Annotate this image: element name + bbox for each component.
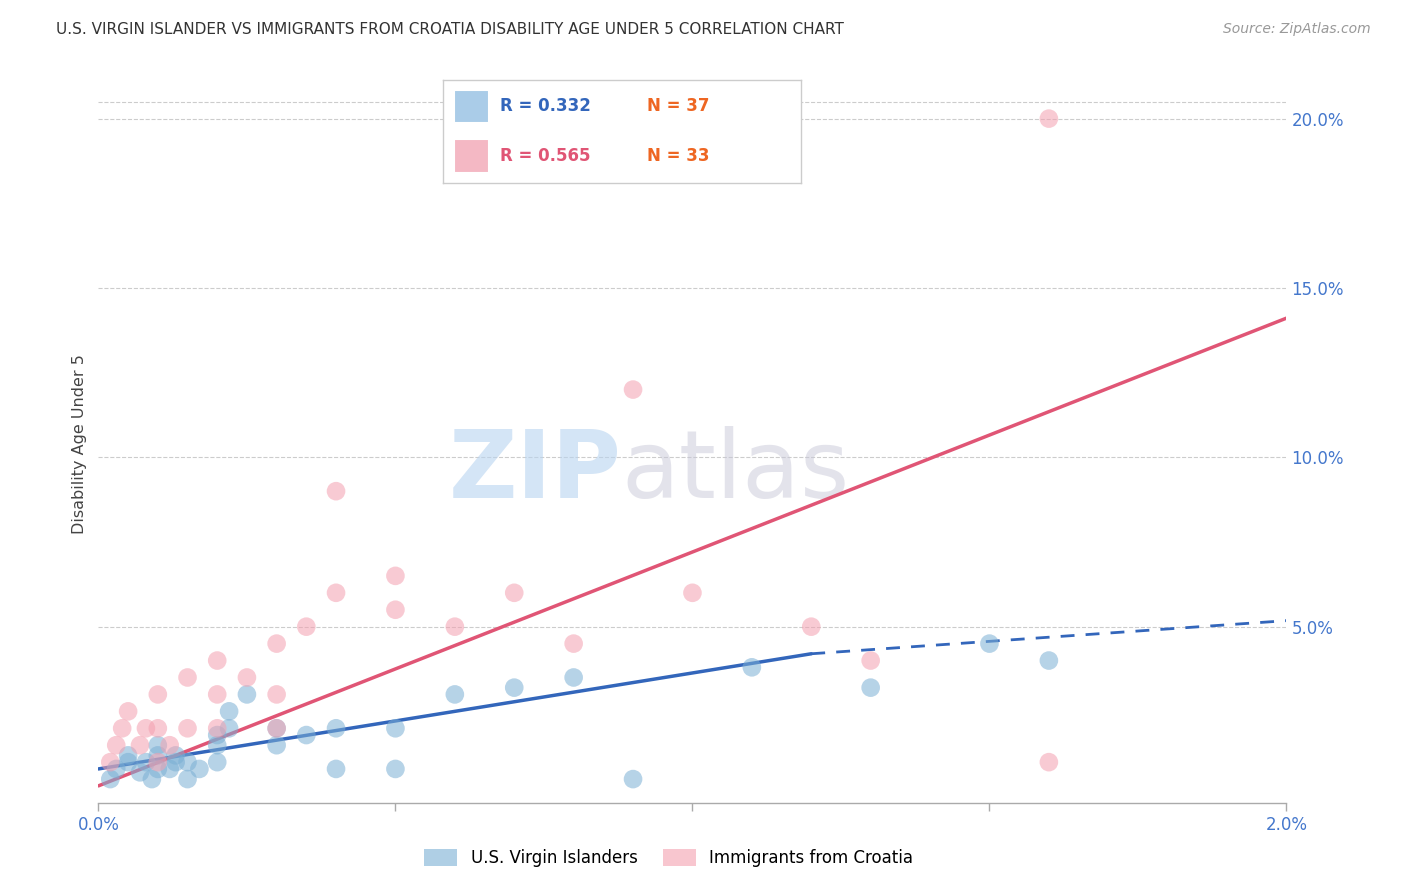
Point xyxy=(146,738,169,752)
Point xyxy=(1038,654,1060,668)
Point xyxy=(146,762,169,776)
Point xyxy=(621,772,644,786)
Text: atlas: atlas xyxy=(621,426,849,518)
Text: ZIP: ZIP xyxy=(449,426,621,518)
Point xyxy=(207,728,229,742)
Point xyxy=(207,721,229,735)
Point xyxy=(207,738,229,752)
Point xyxy=(295,620,318,634)
Point xyxy=(800,620,823,634)
Point xyxy=(207,687,229,701)
Text: Source: ZipAtlas.com: Source: ZipAtlas.com xyxy=(1223,22,1371,37)
Point xyxy=(135,721,157,735)
Point xyxy=(236,687,259,701)
Point xyxy=(218,704,240,718)
Point xyxy=(135,755,157,769)
Point xyxy=(159,738,181,752)
Point xyxy=(176,755,198,769)
Point xyxy=(384,603,406,617)
Point xyxy=(621,383,644,397)
Point xyxy=(207,755,229,769)
Point xyxy=(176,721,198,735)
Point xyxy=(207,654,229,668)
Point xyxy=(1038,112,1060,126)
Point xyxy=(266,687,288,701)
Point xyxy=(444,620,467,634)
Point xyxy=(146,748,169,763)
FancyBboxPatch shape xyxy=(454,89,489,123)
Text: U.S. VIRGIN ISLANDER VS IMMIGRANTS FROM CROATIA DISABILITY AGE UNDER 5 CORRELATI: U.S. VIRGIN ISLANDER VS IMMIGRANTS FROM … xyxy=(56,22,844,37)
Point xyxy=(98,755,121,769)
Point xyxy=(325,721,347,735)
Point xyxy=(266,721,288,735)
Point xyxy=(325,586,347,600)
Point xyxy=(146,755,169,769)
Point xyxy=(165,748,187,763)
Point xyxy=(105,762,128,776)
Point xyxy=(176,671,198,685)
Point xyxy=(682,586,704,600)
Point xyxy=(129,738,152,752)
Text: N = 33: N = 33 xyxy=(647,146,710,165)
Point xyxy=(117,748,139,763)
FancyBboxPatch shape xyxy=(454,139,489,173)
Point xyxy=(159,762,181,776)
Y-axis label: Disability Age Under 5: Disability Age Under 5 xyxy=(72,354,87,533)
Point xyxy=(176,772,198,786)
Point xyxy=(141,772,163,786)
Point xyxy=(384,721,406,735)
Point xyxy=(236,671,259,685)
Point xyxy=(105,738,128,752)
Point xyxy=(188,762,211,776)
Point xyxy=(859,681,882,695)
Point xyxy=(562,671,585,685)
Point xyxy=(117,755,139,769)
Point xyxy=(266,637,288,651)
Point xyxy=(503,586,526,600)
Point xyxy=(129,765,152,780)
Legend: U.S. Virgin Islanders, Immigrants from Croatia: U.S. Virgin Islanders, Immigrants from C… xyxy=(418,842,920,873)
Point xyxy=(165,755,187,769)
Point xyxy=(325,762,347,776)
Point xyxy=(384,569,406,583)
Point xyxy=(1038,755,1060,769)
Point xyxy=(741,660,763,674)
Point xyxy=(295,728,318,742)
Point xyxy=(146,687,169,701)
Point xyxy=(444,687,467,701)
Point xyxy=(503,681,526,695)
Point xyxy=(384,762,406,776)
Point xyxy=(111,721,134,735)
Point xyxy=(117,704,139,718)
Point xyxy=(562,637,585,651)
Point xyxy=(146,721,169,735)
Point xyxy=(266,721,288,735)
Text: N = 37: N = 37 xyxy=(647,97,710,115)
Text: R = 0.332: R = 0.332 xyxy=(501,97,591,115)
Point xyxy=(859,654,882,668)
Point xyxy=(979,637,1001,651)
Point xyxy=(98,772,121,786)
Point xyxy=(325,484,347,499)
Point xyxy=(218,721,240,735)
Point xyxy=(266,738,288,752)
Text: R = 0.565: R = 0.565 xyxy=(501,146,591,165)
